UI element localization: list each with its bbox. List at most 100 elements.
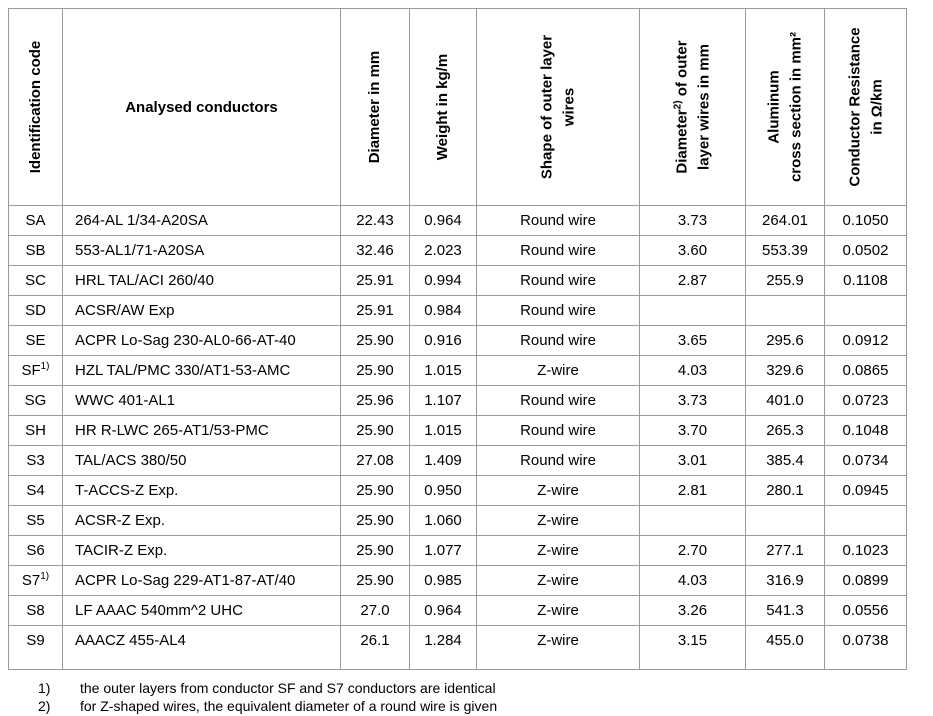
cell-cross-section: 553.39	[745, 235, 825, 266]
cell-weight: 1.015	[409, 355, 477, 386]
cell-weight: 1.077	[409, 535, 477, 566]
cell-shape: Round wire	[476, 205, 640, 236]
cell-shape: Z-wire	[476, 595, 640, 626]
cell-weight: 0.984	[409, 295, 477, 326]
cell-outer-wire-diameter: 3.73	[639, 385, 746, 416]
cell-cross-section: 541.3	[745, 595, 825, 626]
table-row: SC HRL TAL/ACI 260/40 25.91 0.994 Round …	[8, 265, 907, 296]
identification-code: SF	[21, 362, 41, 379]
header-row: Identification code Analysed conductors …	[8, 8, 907, 206]
cell-weight: 0.916	[409, 325, 477, 356]
cell-weight: 0.985	[409, 565, 477, 596]
table-row: SE ACPR Lo-Sag 230-AL0-66-AT-40 25.90 0.…	[8, 325, 907, 356]
cell-weight: 0.964	[409, 595, 477, 626]
cell-weight: 2.023	[409, 235, 477, 266]
cell-outer-wire-diameter	[639, 505, 746, 536]
column-header-diameter: Diameter in mm	[340, 8, 410, 206]
cell-outer-wire-diameter: 4.03	[639, 565, 746, 596]
cell-identification-code: SD	[8, 295, 63, 326]
cell-identification-code: SB	[8, 235, 63, 266]
cell-weight: 0.994	[409, 265, 477, 296]
identification-code: SD	[25, 302, 46, 319]
cell-identification-code: SC	[8, 265, 63, 296]
cell-weight: 1.015	[409, 415, 477, 446]
footnote-2: 2) for Z-shaped wires, the equivalent di…	[8, 697, 933, 715]
cell-identification-code: S8	[8, 595, 63, 626]
table-row: S71) ACPR Lo-Sag 229-AT1-87-AT/40 25.90 …	[8, 565, 907, 596]
identification-code: SH	[25, 422, 46, 439]
table-body: SA 264-AL 1/34-A20SA 22.43 0.964 Round w…	[8, 205, 907, 670]
cell-identification-code: SF1)	[8, 355, 63, 386]
column-header-identification-code: Identification code	[8, 8, 63, 206]
cell-resistance: 0.0502	[824, 235, 907, 266]
cell-resistance: 0.0723	[824, 385, 907, 416]
cell-conductor-name: HR R-LWC 265-AT1/53-PMC	[62, 415, 341, 446]
cell-weight: 1.409	[409, 445, 477, 476]
identification-code: SE	[25, 332, 46, 349]
cell-resistance: 0.0734	[824, 445, 907, 476]
footnote-ref-2: 2)	[671, 100, 683, 110]
cell-diameter: 25.90	[340, 325, 410, 356]
cell-diameter: 26.1	[340, 625, 410, 670]
cell-diameter: 25.90	[340, 415, 410, 446]
cell-cross-section: 265.3	[745, 415, 825, 446]
cell-diameter: 32.46	[340, 235, 410, 266]
cell-shape: Round wire	[476, 415, 640, 446]
identification-code: S8	[26, 602, 45, 619]
cell-conductor-name: ACSR-Z Exp.	[62, 505, 341, 536]
cell-identification-code: S5	[8, 505, 63, 536]
table-row: SD ACSR/AW Exp 25.91 0.984 Round wire	[8, 295, 907, 326]
cell-diameter: 25.91	[340, 295, 410, 326]
footnote-ref-1: 1)	[40, 571, 50, 582]
column-header-outer-wire-diameter-label: Diameter2) of outer layer wires in mm	[671, 14, 715, 200]
cell-conductor-name: AAACZ 455-AL4	[62, 625, 341, 670]
table-row: SA 264-AL 1/34-A20SA 22.43 0.964 Round w…	[8, 205, 907, 236]
cell-cross-section: 385.4	[745, 445, 825, 476]
cell-conductor-name: HRL TAL/ACI 260/40	[62, 265, 341, 296]
table-row: S5 ACSR-Z Exp. 25.90 1.060 Z-wire	[8, 505, 907, 536]
cell-cross-section: 455.0	[745, 625, 825, 670]
table-row: S4 T-ACCS-Z Exp. 25.90 0.950 Z-wire 2.81…	[8, 475, 907, 506]
conductor-table: Identification code Analysed conductors …	[8, 8, 907, 670]
cell-conductor-name: ACPR Lo-Sag 229-AT1-87-AT/40	[62, 565, 341, 596]
cell-shape: Z-wire	[476, 535, 640, 566]
cell-conductor-name: T-ACCS-Z Exp.	[62, 475, 341, 506]
cell-conductor-name: 264-AL 1/34-A20SA	[62, 205, 341, 236]
cell-cross-section: 255.9	[745, 265, 825, 296]
cell-diameter: 25.90	[340, 535, 410, 566]
cell-diameter: 25.90	[340, 475, 410, 506]
column-header-identification-code-label: Identification code	[26, 40, 44, 174]
cell-diameter: 27.0	[340, 595, 410, 626]
column-header-shape: Shape of outer layer wires	[476, 8, 640, 206]
cell-resistance: 0.0899	[824, 565, 907, 596]
cell-identification-code: S9	[8, 625, 63, 670]
column-header-analysed-conductors-label: Analysed conductors	[125, 98, 278, 116]
cell-shape: Round wire	[476, 265, 640, 296]
cell-resistance: 0.1050	[824, 205, 907, 236]
cell-outer-wire-diameter: 3.15	[639, 625, 746, 670]
cell-identification-code: S71)	[8, 565, 63, 596]
footnotes: 1) the outer layers from conductor SF an…	[8, 679, 933, 716]
cell-identification-code: SA	[8, 205, 63, 236]
identification-code: SG	[24, 392, 47, 409]
cell-identification-code: S3	[8, 445, 63, 476]
footnote-2-text: for Z-shaped wires, the equivalent diame…	[80, 698, 498, 715]
table-row: S3 TAL/ACS 380/50 27.08 1.409 Round wire…	[8, 445, 907, 476]
footnote-1-text: the outer layers from conductor SF and S…	[80, 680, 496, 696]
cell-identification-code: SG	[8, 385, 63, 416]
cell-shape: Round wire	[476, 385, 640, 416]
cell-shape: Round wire	[476, 325, 640, 356]
cell-identification-code: S4	[8, 475, 63, 506]
cell-weight: 1.284	[409, 625, 477, 670]
table-row: SH HR R-LWC 265-AT1/53-PMC 25.90 1.015 R…	[8, 415, 907, 446]
cell-conductor-name: ACPR Lo-Sag 230-AL0-66-AT-40	[62, 325, 341, 356]
identification-code: SB	[25, 242, 46, 259]
identification-code: S7	[21, 572, 41, 589]
cell-shape: Z-wire	[476, 475, 640, 506]
cell-outer-wire-diameter: 3.65	[639, 325, 746, 356]
cell-conductor-name: 553-AL1/71-A20SA	[62, 235, 341, 266]
cell-cross-section	[745, 295, 825, 326]
footnote-ref-1: 1)	[40, 361, 50, 372]
cell-cross-section	[745, 505, 825, 536]
